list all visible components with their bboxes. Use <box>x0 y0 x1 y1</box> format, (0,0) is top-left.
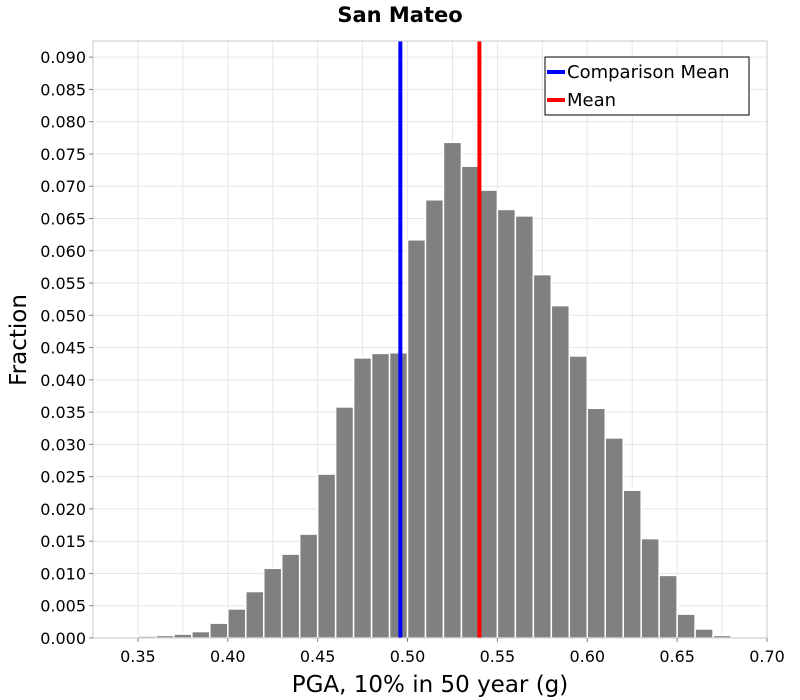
histogram-bar <box>352 357 373 639</box>
histogram-bar <box>568 355 589 639</box>
y-tick-label: 0.030 <box>40 435 86 454</box>
x-tick-label: 0.60 <box>569 647 605 666</box>
y-tick-label: 0.005 <box>40 597 86 616</box>
histogram-bar <box>173 633 193 639</box>
histogram-bar <box>334 406 355 639</box>
histogram-bar <box>442 141 463 639</box>
y-tick-label: 0.000 <box>40 629 86 648</box>
x-tick-label: 0.45 <box>300 647 336 666</box>
y-tick-label: 0.040 <box>40 371 86 390</box>
legend-label-mean: Mean <box>567 90 616 111</box>
y-axis-title: Fraction <box>6 294 32 386</box>
x-tick-label: 0.35 <box>120 647 156 666</box>
y-tick-label: 0.070 <box>40 177 86 196</box>
histogram-bar <box>245 590 265 639</box>
y-tick-label: 0.015 <box>40 532 86 551</box>
histogram-bar <box>694 628 714 639</box>
histogram-bar <box>424 199 445 639</box>
histogram-bar <box>478 189 499 639</box>
histogram-bar <box>316 473 337 639</box>
x-tick-label: 0.40 <box>210 647 246 666</box>
y-tick-label: 0.085 <box>40 80 86 99</box>
histogram-bar <box>406 239 427 639</box>
legend-box <box>544 56 750 116</box>
histogram-bar <box>532 273 553 639</box>
histogram-bar <box>460 165 481 639</box>
chart-title: San Mateo <box>337 3 462 27</box>
y-tick-label: 0.010 <box>40 564 86 583</box>
histogram-bar <box>622 489 642 639</box>
histogram-bar <box>191 630 211 639</box>
plot-area-frame <box>92 40 768 639</box>
y-tick-label: 0.075 <box>40 145 86 164</box>
histogram-bar <box>209 622 229 639</box>
x-axis-title: PGA, 10% in 50 year (g) <box>292 672 569 698</box>
histogram-bar <box>262 567 283 639</box>
histogram-bar <box>370 352 391 639</box>
histogram-bar <box>550 304 571 639</box>
x-tick-label: 0.55 <box>480 647 516 666</box>
y-tick-label: 0.020 <box>40 500 86 519</box>
histogram-bar <box>640 537 660 639</box>
x-axis-ticks: 0.35 0.40 0.45 0.50 0.55 0.60 0.65 0.70 <box>120 638 785 666</box>
y-tick-label: 0.090 <box>40 48 86 67</box>
y-tick-label: 0.065 <box>40 209 86 228</box>
y-tick-label: 0.035 <box>40 403 86 422</box>
histogram-bar <box>604 437 624 639</box>
chart-legend: Comparison Mean Mean <box>544 56 750 116</box>
x-tick-label: 0.50 <box>390 647 426 666</box>
histogram-bar <box>496 208 517 639</box>
x-tick-label: 0.70 <box>749 647 785 666</box>
y-axis-ticks: 0.000 0.005 0.010 0.015 0.020 0.025 0.030 0.035… <box>40 48 93 648</box>
histogram-bar <box>280 553 301 639</box>
y-tick-label: 0.055 <box>40 274 86 293</box>
x-tick-label: 0.65 <box>659 647 695 666</box>
histogram-bar <box>676 613 696 639</box>
histogram-bar <box>227 608 247 639</box>
reference-lines <box>398 41 482 638</box>
legend-label-comparison-mean: Comparison Mean <box>567 62 730 83</box>
y-tick-label: 0.025 <box>40 468 86 487</box>
histogram-bars <box>101 141 750 639</box>
histogram-bar <box>298 533 319 639</box>
histogram-bar <box>658 574 678 639</box>
histogram-bar <box>514 215 535 639</box>
histogram-bar <box>586 407 606 639</box>
y-tick-label: 0.080 <box>40 113 86 132</box>
y-tick-label: 0.060 <box>40 242 86 261</box>
y-tick-label: 0.050 <box>40 306 86 325</box>
y-tick-label: 0.045 <box>40 339 86 358</box>
